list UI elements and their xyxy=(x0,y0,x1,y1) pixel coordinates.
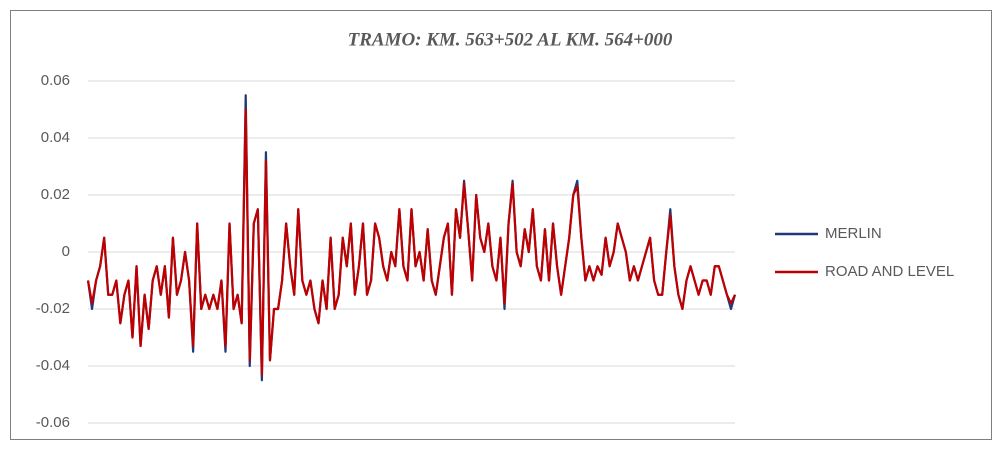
legend-label: MERLIN xyxy=(825,225,882,242)
y-tick-label: -0.02 xyxy=(36,300,70,317)
y-tick-label: 0.06 xyxy=(41,72,70,89)
y-tick-label: 0.02 xyxy=(41,186,70,203)
y-tick-label: -0.06 xyxy=(36,414,70,431)
y-tick-label: 0 xyxy=(62,243,70,260)
legend-label: ROAD AND LEVEL xyxy=(825,263,954,280)
chart-title: TRAMO: KM. 563+502 AL KM. 564+000 xyxy=(348,29,673,50)
chart-frame xyxy=(10,10,992,440)
series-line xyxy=(86,108,736,376)
y-tick-label: 0.04 xyxy=(41,129,70,146)
y-tick-label: -0.04 xyxy=(36,357,70,374)
